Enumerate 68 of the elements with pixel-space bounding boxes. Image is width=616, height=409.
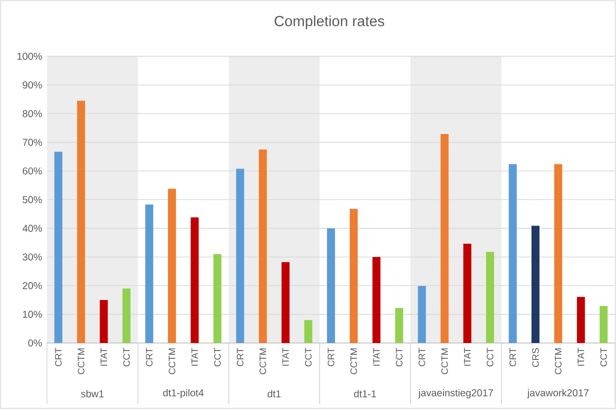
x-tick-label: CCT [396, 348, 402, 366]
bar [486, 252, 494, 343]
y-tick-label: 40% [22, 224, 42, 232]
text: dt1-pilot4 [163, 389, 204, 398]
y-tick-label: 20% [22, 282, 42, 290]
bar [258, 149, 267, 343]
bar [190, 217, 199, 343]
text: dt1-1 [354, 390, 376, 398]
bar [508, 164, 517, 343]
text: sbw1 [81, 390, 104, 398]
bar [122, 288, 131, 343]
bar [168, 188, 176, 343]
bar [213, 254, 222, 343]
x-tick-label: CCT [600, 348, 607, 366]
bar [327, 228, 336, 343]
x-tick-label: CCTM [554, 348, 562, 374]
bar [350, 208, 358, 343]
bar [531, 226, 540, 343]
y-tick-label: 30% [22, 253, 42, 261]
x-tick-label: CCTM [78, 348, 84, 374]
x-tick-label: CCT [214, 348, 221, 366]
bar [600, 306, 608, 343]
x-tick-label: CRT [328, 348, 334, 366]
x-tick-label: CRT [509, 348, 516, 366]
x-tick-label: ITAT [191, 348, 198, 366]
y-tick-label: 80% [22, 110, 42, 118]
x-tick-label: ITAT [282, 348, 289, 366]
x-tick-label: CRS [532, 348, 539, 367]
x-tick-label: CCT [304, 348, 312, 366]
bar [440, 134, 449, 343]
y-tick-label: 70% [22, 138, 42, 146]
x-tick-label: ITAT [373, 348, 380, 366]
bar [77, 100, 86, 343]
x-tick-label: CCTM [350, 348, 358, 374]
chart-title: Completion rates [274, 15, 384, 30]
x-tick-label: CCTM [168, 348, 176, 374]
x-tick-label: CRT [146, 348, 153, 366]
x-tick-label: ITAT [464, 348, 471, 366]
x-tick-label: CCT [123, 348, 130, 366]
bar [282, 262, 290, 343]
bar [236, 168, 244, 343]
text: dt1 [268, 390, 281, 398]
bar [418, 286, 426, 343]
x-tick-label: CCTM [441, 348, 448, 374]
x-tick-label: CRT [418, 348, 426, 366]
bar [395, 308, 404, 343]
y-tick-label: 90% [22, 81, 42, 89]
bar [554, 164, 562, 343]
bar [576, 296, 585, 343]
bar [304, 320, 312, 343]
bar [100, 300, 108, 343]
text: javawork2017 [527, 389, 589, 398]
bar [463, 244, 472, 343]
y-tick-label: 50% [22, 196, 42, 204]
x-tick-label: CRT [236, 348, 244, 366]
y-tick-label: 10% [23, 310, 42, 318]
text: javaeinstieg2017 [418, 389, 493, 398]
x-tick-label: CCTM [260, 348, 266, 374]
x-tick-label: CCT [486, 348, 494, 366]
x-tick-label: CRT [55, 348, 62, 366]
y-tick-label: 0% [28, 339, 42, 347]
x-tick-label: ITAT [100, 348, 108, 366]
bar [54, 152, 62, 343]
x-tick-label: ITAT [578, 348, 584, 366]
bar [372, 256, 380, 343]
y-tick-label: 100% [17, 52, 42, 60]
y-tick-label: 60% [22, 167, 42, 175]
bar [145, 204, 154, 343]
